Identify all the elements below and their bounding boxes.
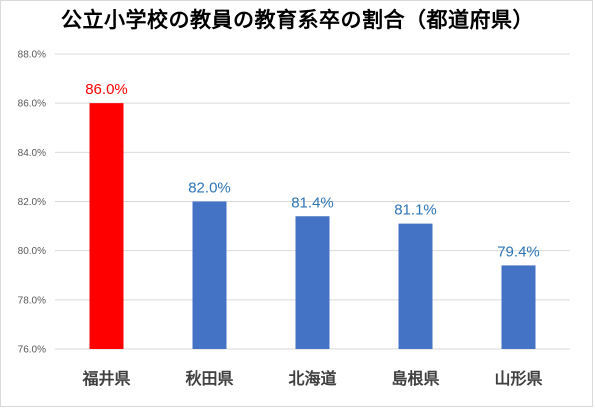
bar (89, 103, 124, 350)
y-tick-label: 86.0% (18, 99, 46, 110)
data-label: 81.1% (394, 202, 437, 219)
y-tick-label: 82.0% (18, 197, 46, 208)
chart-title: 公立小学校の教員の教育系卒の割合（都道府県） (61, 8, 534, 32)
x-axis-tick-labels: 福井県 秋田県 北海道 島根県 山形県 (81, 369, 542, 388)
x-tick-label: 秋田県 (185, 369, 233, 388)
y-tick-label: 88.0% (18, 50, 46, 61)
data-label: 79.4% (497, 243, 540, 260)
bar (295, 216, 330, 349)
x-tick-label: 北海道 (288, 369, 336, 388)
x-tick-label: 福井県 (81, 369, 130, 388)
y-tick-label: 76.0% (18, 345, 46, 356)
data-label: 82.0% (188, 180, 231, 197)
y-axis-tick-labels: 76.0% 78.0% 80.0% 82.0% 84.0% 86.0% 88.0% (18, 50, 46, 356)
bars (89, 103, 536, 350)
bar (398, 223, 433, 349)
bar (501, 265, 536, 349)
data-label: 81.4% (291, 194, 334, 211)
x-tick-label: 山形県 (494, 369, 542, 388)
bar (192, 201, 227, 349)
y-tick-label: 84.0% (18, 148, 46, 159)
x-tick-label: 島根県 (391, 369, 439, 388)
data-label: 86.0% (85, 81, 128, 98)
y-tick-label: 78.0% (18, 295, 46, 306)
y-tick-label: 80.0% (18, 246, 46, 257)
data-labels: 86.0% 82.0% 81.4% 81.1% 79.4% (85, 81, 540, 260)
